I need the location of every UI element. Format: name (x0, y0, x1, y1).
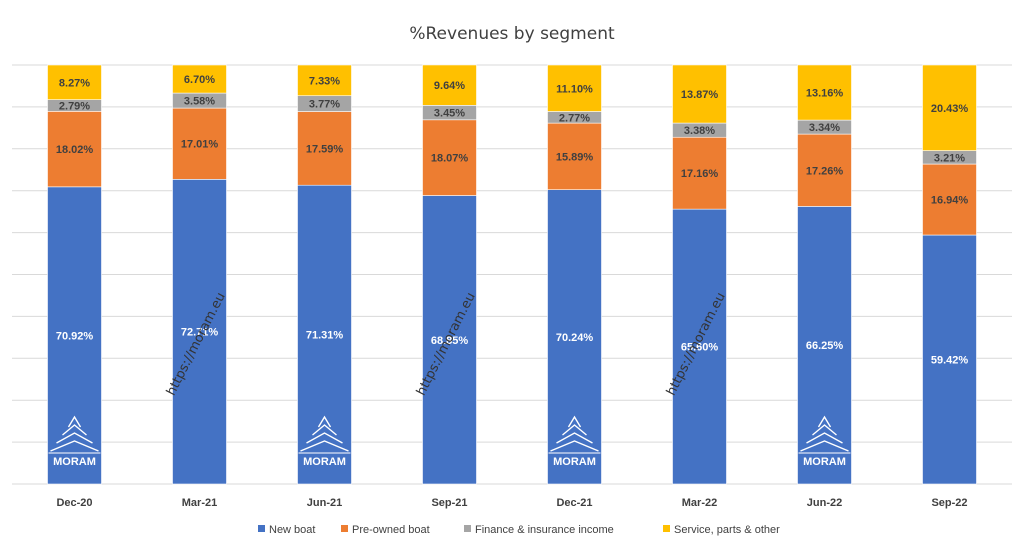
bar-segment (172, 179, 227, 485)
bar-segment (922, 234, 977, 485)
data-label: 13.16% (806, 88, 844, 100)
bar-segment (422, 119, 477, 196)
data-label: 59.42% (931, 355, 969, 367)
data-label: 72.71% (181, 327, 219, 339)
bar-segment (422, 195, 477, 485)
data-label: 11.10% (556, 83, 593, 95)
data-label: 17.26% (806, 165, 844, 177)
data-label: 17.16% (681, 168, 719, 180)
data-labels: 70.92% 18.02% 2.79% 8.27% 72.71% 17.01% 3.58% 6… (56, 74, 969, 366)
bar-segment (47, 64, 102, 100)
bars (47, 64, 977, 485)
data-label: 3.38% (684, 125, 715, 137)
bar-segment (297, 111, 352, 186)
moram-logo: MORAM (48, 415, 101, 468)
x-tick-label: Jun-21 (307, 497, 342, 509)
data-label: 3.77% (309, 99, 340, 111)
data-label: 70.24% (556, 332, 594, 344)
data-label: 3.21% (934, 152, 965, 164)
data-label: 68.85% (431, 335, 469, 347)
x-tick-label: Dec-21 (556, 497, 592, 509)
bar-segment (797, 206, 852, 485)
data-label: 71.31% (306, 330, 344, 342)
logo-text: MORAM (303, 456, 346, 468)
data-label: 17.01% (181, 139, 219, 151)
legend-label: New boat (269, 524, 315, 536)
x-tick-label: Dec-20 (56, 497, 92, 509)
data-label: 13.87% (681, 89, 719, 101)
bar-segment (922, 64, 977, 151)
bar-segment (172, 107, 227, 180)
bar-segment (547, 122, 602, 190)
data-label: 9.64% (434, 80, 465, 92)
x-tick-label: Mar-22 (682, 497, 717, 509)
bar-segment (422, 64, 477, 106)
bar-segment (672, 64, 727, 124)
bar-segment (547, 189, 602, 485)
legend-swatch (341, 525, 348, 532)
bar-segment (797, 133, 852, 207)
bar-segment (672, 136, 727, 210)
data-label: 65.60% (681, 342, 719, 354)
data-label: 66.25% (806, 340, 844, 352)
data-label: 17.59% (306, 143, 344, 155)
bar-segment (922, 163, 977, 236)
data-label: 3.58% (184, 96, 215, 108)
legend-swatch (464, 525, 471, 532)
bar-segment (47, 186, 102, 485)
gridlines (12, 64, 1012, 485)
bar-segment (297, 184, 352, 485)
data-label: 70.92% (56, 330, 94, 342)
moram-logo: MORAM (798, 415, 851, 468)
legend-label: Pre-owned boat (352, 524, 430, 536)
data-label: 3.45% (434, 108, 465, 120)
data-label: 16.94% (931, 195, 969, 207)
data-label: 18.02% (56, 144, 94, 156)
data-label: 8.27% (59, 77, 90, 89)
x-tick-label: Jun-22 (807, 497, 842, 509)
logo-text: MORAM (553, 456, 596, 468)
logo-text: MORAM (53, 456, 96, 468)
data-label: 2.77% (559, 112, 590, 124)
data-label: 6.70% (184, 74, 215, 86)
bar-segment (672, 208, 727, 485)
data-label: 3.34% (809, 122, 840, 134)
data-label: 20.43% (931, 103, 969, 115)
bar-segment (297, 64, 352, 97)
data-label: 7.33% (309, 75, 340, 87)
logo-text: MORAM (803, 456, 846, 468)
x-tick-label: Sep-21 (431, 497, 467, 509)
bar-segment (172, 64, 227, 94)
bar-segment (547, 64, 602, 112)
bar-segment (797, 64, 852, 121)
bar-segment (47, 111, 102, 188)
legend-label: Finance & insurance income (475, 524, 614, 536)
x-axis-ticks: Dec-20 Mar-21 Jun-21 Sep-21 Dec-21 Mar-22 Jun-… (56, 497, 967, 509)
x-tick-label: Mar-21 (182, 497, 217, 509)
legend-swatch (663, 525, 670, 532)
legend: New boat Pre-owned boat Finance & insuranc… (258, 524, 780, 536)
data-label: 2.79% (59, 100, 90, 112)
legend-label: Service, parts & other (674, 524, 780, 536)
moram-logo: MORAM (298, 415, 351, 468)
data-label: 15.89% (556, 151, 594, 163)
legend-swatch (258, 525, 265, 532)
x-tick-label: Sep-22 (931, 497, 967, 509)
data-label: 18.07% (431, 153, 469, 165)
chart-title: %Revenues by segment (409, 24, 615, 44)
moram-logo: MORAM (548, 415, 601, 468)
